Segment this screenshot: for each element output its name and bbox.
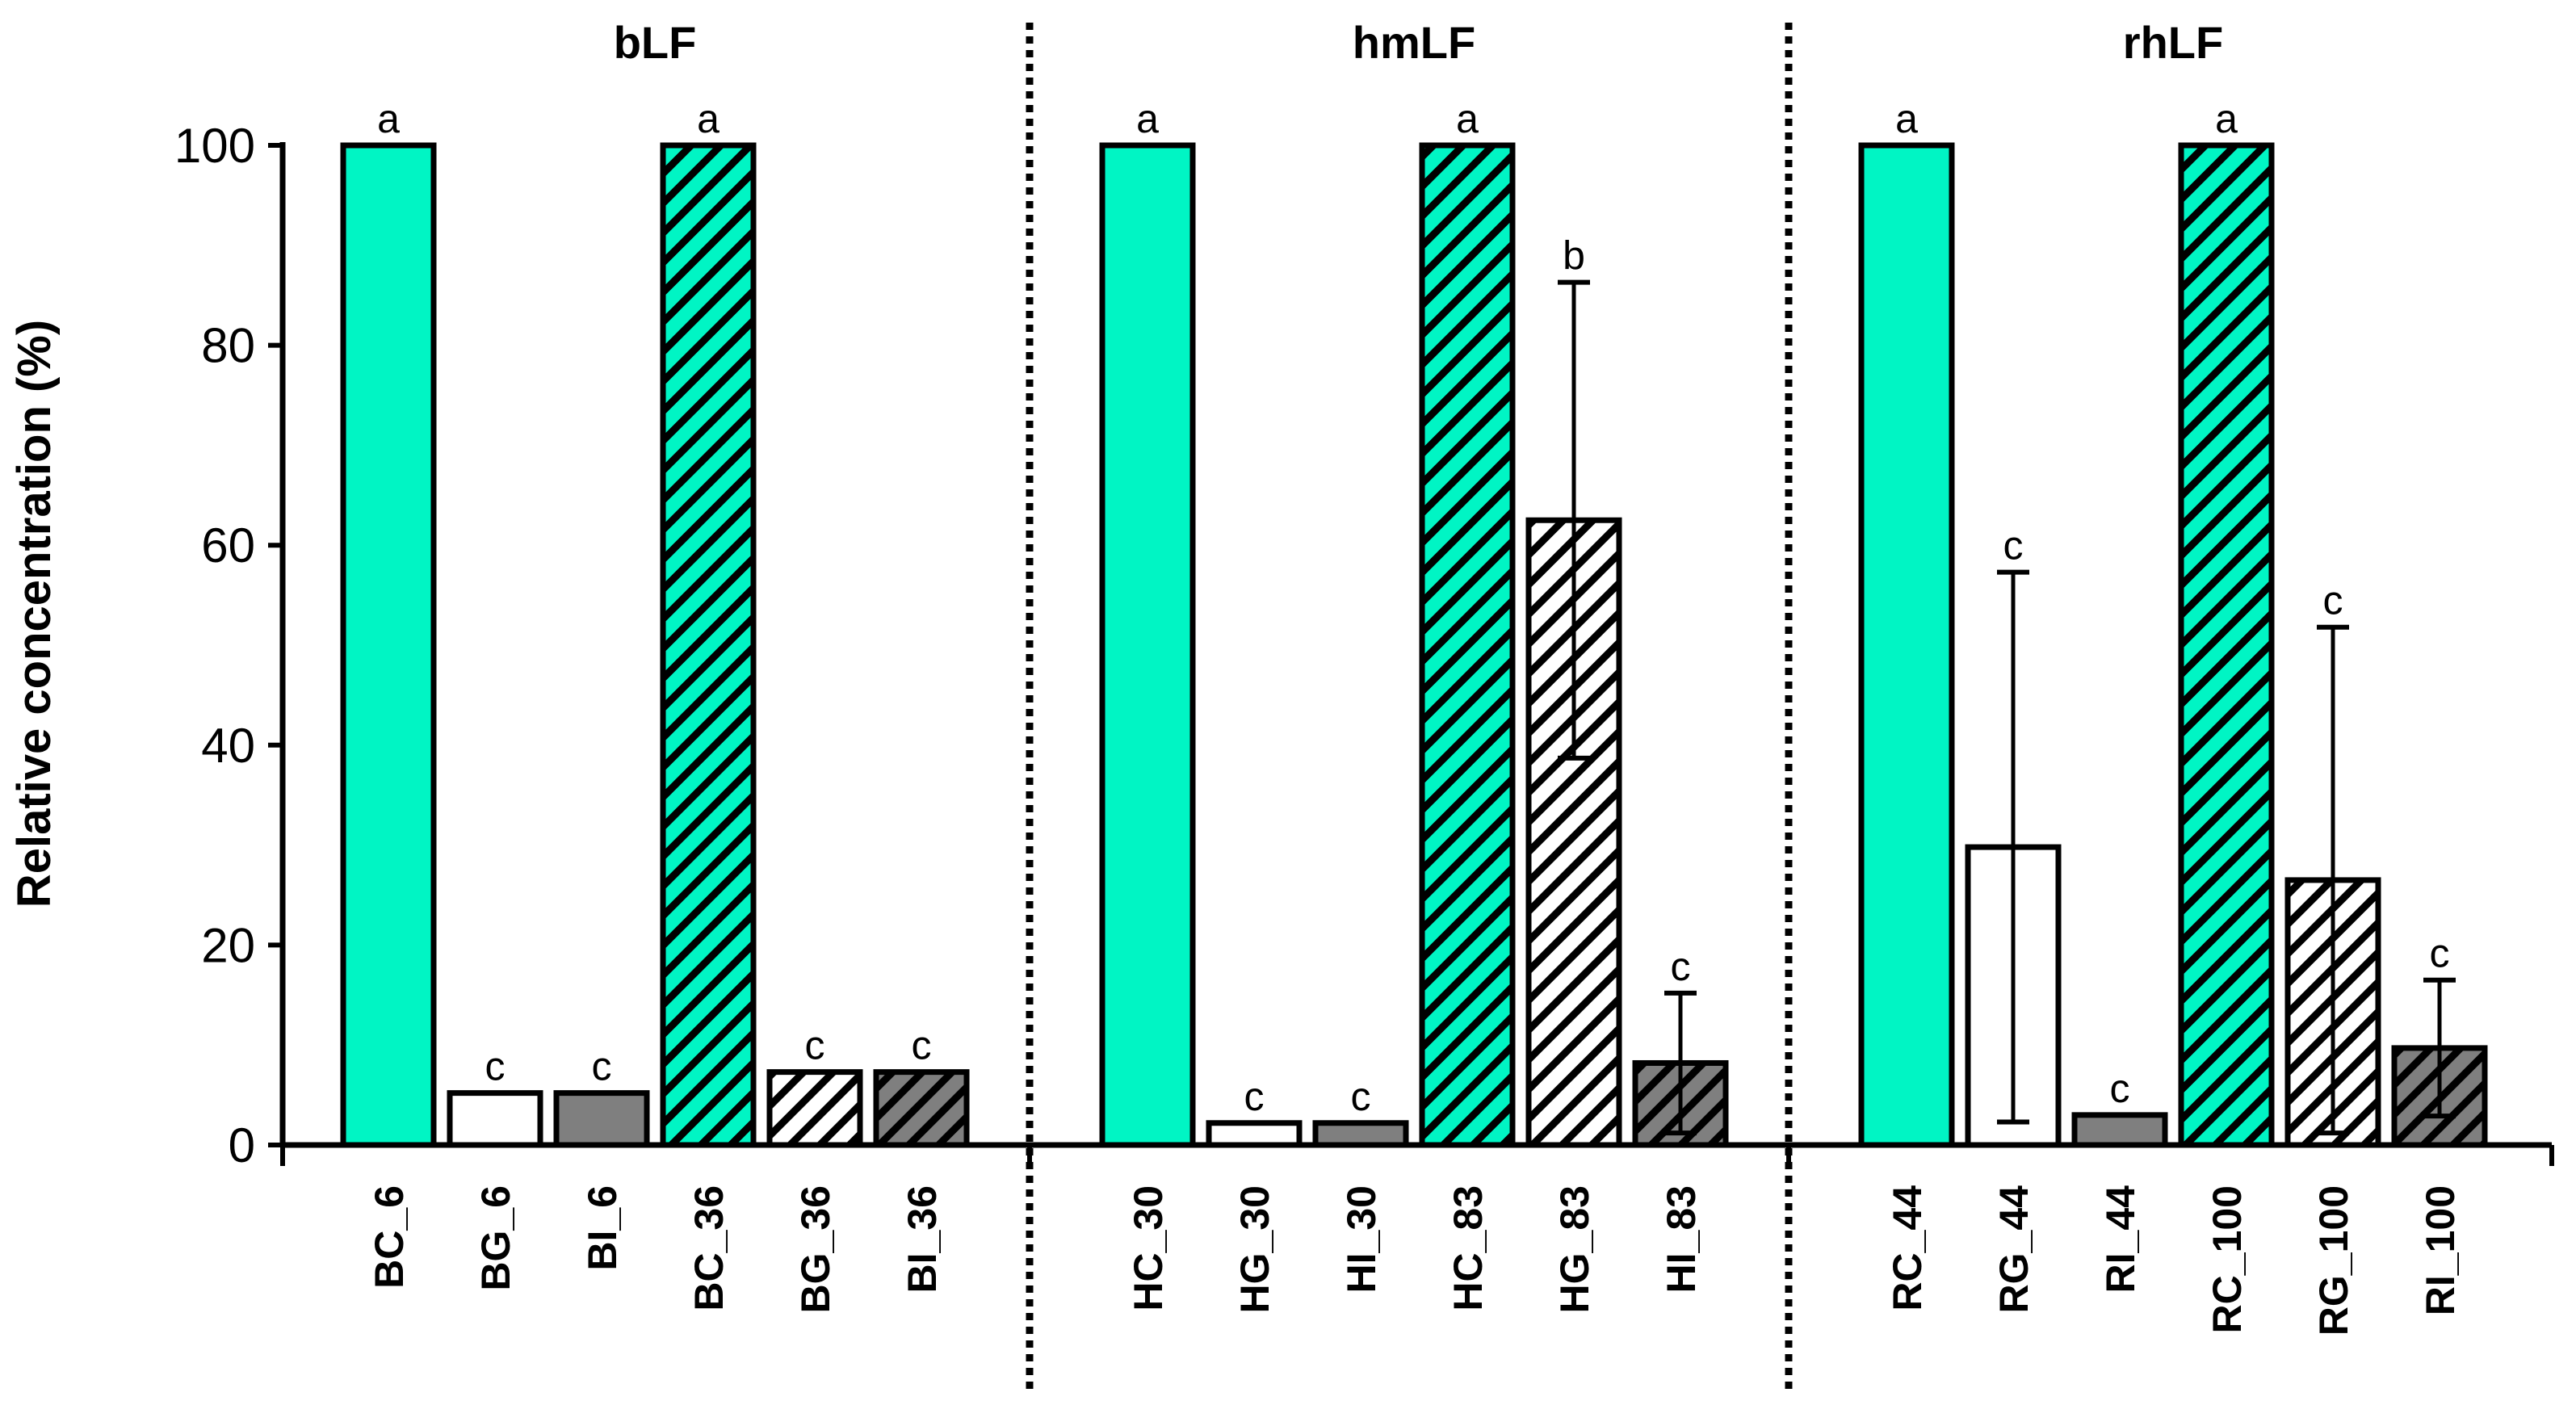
y-axis-label: Relative concentration (%) xyxy=(8,320,61,908)
sig-letter-BI_36: c xyxy=(912,1023,932,1068)
bar-HC_30 xyxy=(1099,142,1196,1148)
x-tick-label-RI_100: RI_100 xyxy=(2418,1185,2463,1315)
bar-BG_6 xyxy=(447,1090,543,1148)
x-tick-label-RC_100: RC_100 xyxy=(2205,1185,2250,1333)
x-tick-label-HG_30: HG_30 xyxy=(1232,1185,1278,1313)
sig-letter-HI_30: c xyxy=(1351,1074,1371,1119)
bar-RI_44 xyxy=(2071,1112,2168,1148)
sig-letter-RI_44: c xyxy=(2110,1066,2130,1111)
sig-letter-RC_44: a xyxy=(1895,96,1918,141)
sig-letter-RI_100: c xyxy=(2430,931,2450,976)
sig-letter-HC_83: a xyxy=(1456,96,1479,141)
bar-BC_6 xyxy=(340,142,437,1148)
sig-letter-BG_6: c xyxy=(485,1044,506,1089)
x-tick-label-RG_44: RG_44 xyxy=(1991,1185,2037,1314)
x-tick-label-BI_36: BI_36 xyxy=(900,1185,945,1293)
sig-letter-BC_36: a xyxy=(697,96,720,141)
x-tick-label-BG_36: BG_36 xyxy=(793,1185,838,1313)
sig-letter-RG_100: c xyxy=(2323,578,2343,623)
bar-BI_6 xyxy=(553,1090,650,1148)
sig-letter-HG_30: c xyxy=(1244,1074,1265,1119)
x-tick-label-RG_100: RG_100 xyxy=(2311,1185,2356,1336)
x-tick-label-BG_6: BG_6 xyxy=(473,1185,518,1291)
x-tick-label-HC_30: HC_30 xyxy=(1126,1185,1171,1311)
bar-BI_36 xyxy=(873,1069,970,1148)
sig-letter-RC_100: a xyxy=(2215,96,2238,141)
group-title-hmLF: hmLF xyxy=(1353,17,1475,68)
sig-letter-BC_6: a xyxy=(377,96,400,141)
y-tick-label: 40 xyxy=(201,719,255,773)
group-title-bLF: bLF xyxy=(614,17,697,68)
y-tick-label: 0 xyxy=(229,1118,255,1172)
x-tick-label-HC_83: HC_83 xyxy=(1445,1185,1491,1311)
bar-BG_36 xyxy=(766,1069,863,1148)
sig-letter-HI_83: c xyxy=(1671,944,1691,989)
plot-area: 020406080100bLFaBC_6cBG_6cBI_6aBC_36cBG_… xyxy=(174,17,2554,1389)
x-tick-label-HG_83: HG_83 xyxy=(1552,1185,1597,1313)
y-tick-label: 60 xyxy=(201,518,255,572)
sig-letter-HG_83: b xyxy=(1563,233,1585,279)
y-tick-label: 100 xyxy=(174,119,255,173)
sig-letter-BI_6: c xyxy=(592,1044,612,1089)
bar-BC_36 xyxy=(660,142,757,1148)
bar-RC_44 xyxy=(1858,142,1955,1148)
sig-letter-BG_36: c xyxy=(805,1023,825,1068)
x-tick-label-BC_6: BC_6 xyxy=(367,1185,412,1289)
bar-HI_30 xyxy=(1312,1120,1409,1148)
x-tick-label-RI_44: RI_44 xyxy=(2098,1185,2143,1294)
bar-HG_30 xyxy=(1206,1120,1303,1148)
bar-RC_100 xyxy=(2178,142,2275,1148)
y-tick-label: 80 xyxy=(201,319,255,373)
x-tick-label-HI_83: HI_83 xyxy=(1659,1185,1704,1293)
sig-letter-HC_30: a xyxy=(1136,96,1159,141)
bar-HC_83 xyxy=(1419,142,1516,1148)
group-title-rhLF: rhLF xyxy=(2123,17,2223,68)
sig-letter-RG_44: c xyxy=(2003,523,2024,568)
x-tick-label-RC_44: RC_44 xyxy=(1885,1185,1930,1311)
x-tick-label-HI_30: HI_30 xyxy=(1339,1185,1384,1293)
x-tick-label-BI_6: BI_6 xyxy=(580,1185,625,1271)
y-tick-label: 20 xyxy=(201,918,255,972)
x-tick-label-BC_36: BC_36 xyxy=(686,1185,732,1311)
